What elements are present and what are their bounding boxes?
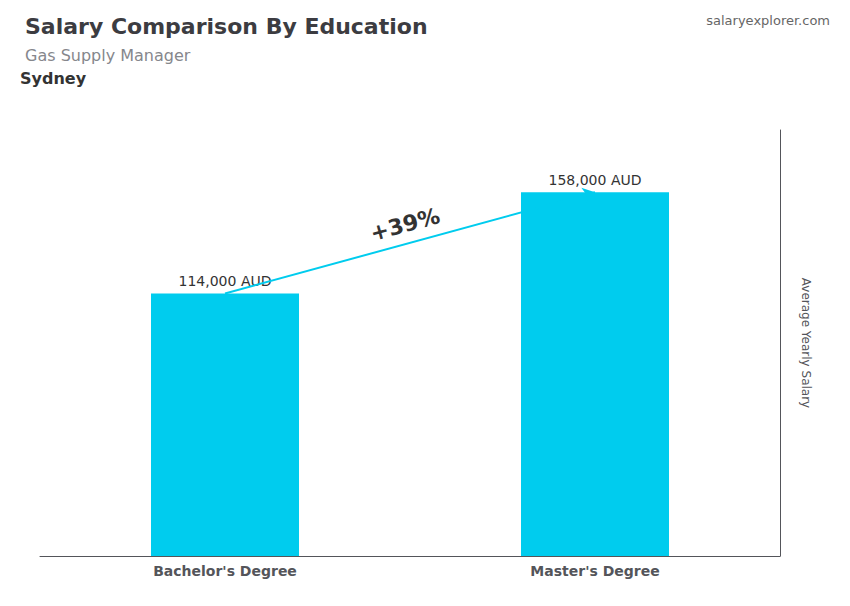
svg-text:114,000 AUD: 114,000 AUD (179, 273, 272, 289)
svg-text:158,000 AUD: 158,000 AUD (549, 172, 642, 188)
svg-text:+39%: +39% (367, 203, 442, 246)
svg-text:Salary Comparison By Education: Salary Comparison By Education (25, 14, 428, 39)
svg-text:Average Yearly Salary: Average Yearly Salary (799, 278, 813, 408)
svg-text:Bachelor's Degree: Bachelor's Degree (153, 563, 297, 579)
svg-text:Sydney: Sydney (20, 69, 87, 88)
svg-text:Gas Supply Manager: Gas Supply Manager (25, 46, 191, 65)
svg-text:Master's Degree: Master's Degree (530, 563, 659, 579)
svg-text:salaryexplorer.com: salaryexplorer.com (706, 13, 830, 28)
